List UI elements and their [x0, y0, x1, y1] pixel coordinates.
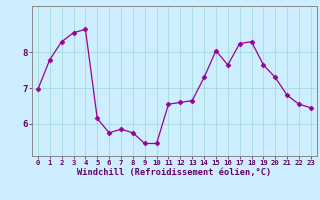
X-axis label: Windchill (Refroidissement éolien,°C): Windchill (Refroidissement éolien,°C) — [77, 168, 272, 177]
